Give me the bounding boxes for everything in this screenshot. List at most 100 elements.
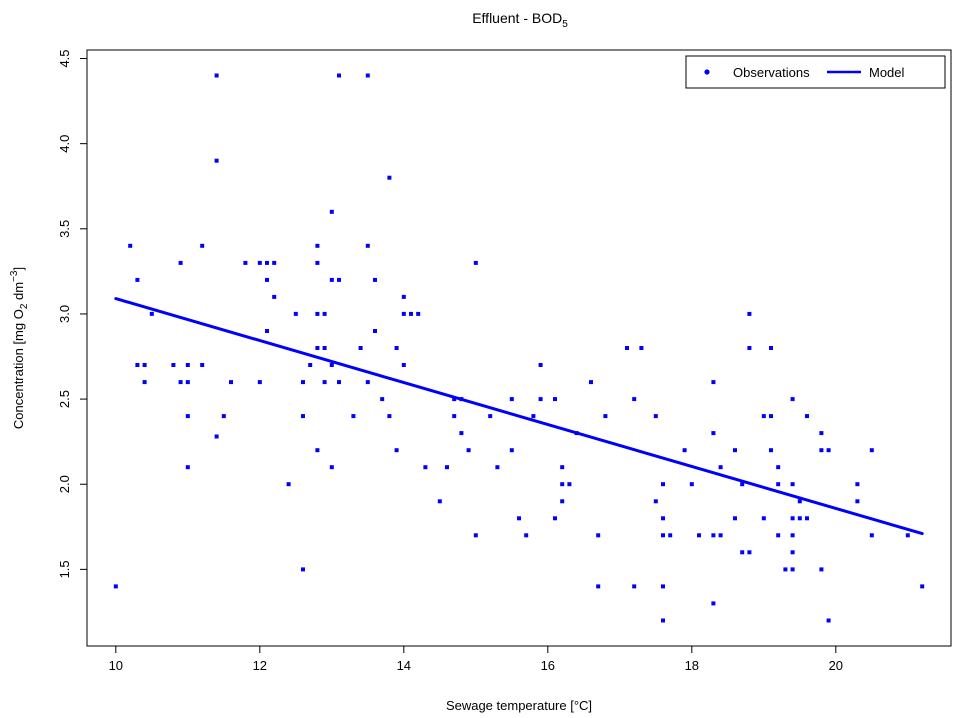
observation-point [286, 482, 291, 487]
observation-point [553, 397, 557, 402]
observation-point [711, 601, 716, 606]
observation-point [769, 448, 773, 453]
observation-point [351, 414, 356, 419]
observation-point [661, 584, 665, 589]
observation-point [452, 414, 457, 419]
observation-point [200, 363, 205, 367]
observation-point [574, 431, 579, 436]
observation-point [142, 380, 147, 385]
observation-point [315, 260, 320, 265]
observation-point [797, 499, 802, 504]
observation-point [596, 533, 601, 538]
observation-point [790, 567, 795, 572]
observation-point [459, 431, 464, 436]
observation-point [473, 260, 478, 265]
x-tick-label: 10 [109, 658, 123, 673]
observation-point [401, 294, 406, 299]
observation-point [416, 311, 421, 316]
observation-point [301, 567, 305, 572]
observation-point [365, 73, 370, 78]
observation-point [459, 397, 464, 402]
observation-point [826, 448, 831, 453]
model-layer [114, 297, 924, 536]
observation-point [265, 277, 269, 282]
legend-observations-marker [704, 69, 710, 75]
observation-point [272, 294, 277, 299]
observation-point [214, 158, 219, 163]
observation-point [682, 448, 687, 453]
observation-point [826, 618, 831, 623]
observation-point [301, 414, 305, 419]
observation-point [790, 516, 795, 521]
observation-point [761, 414, 766, 419]
observation-point [337, 73, 341, 78]
observation-point [214, 434, 219, 439]
observation-point [171, 363, 176, 367]
observation-point [394, 346, 399, 350]
observation-point [185, 363, 190, 367]
x-tick-label: 18 [685, 658, 699, 673]
y-tick-label: 1.5 [57, 560, 72, 578]
observation-points [113, 73, 925, 623]
x-axis: 10 12 14 16 18 20 [109, 645, 843, 673]
observation-point [632, 397, 637, 402]
observation-point [905, 533, 910, 538]
observation-point [272, 260, 277, 265]
observation-point [423, 465, 428, 470]
observation-point [639, 346, 644, 350]
y-axis-title-suffix: ] [11, 267, 26, 271]
observation-point [265, 260, 269, 265]
observation-point [747, 550, 752, 555]
observation-point [776, 465, 781, 470]
observation-point [337, 277, 341, 282]
observation-point [322, 311, 327, 316]
observation-point [315, 243, 320, 248]
observation-point [711, 533, 716, 538]
observation-point [142, 363, 147, 367]
chart-title-subscript: 5 [562, 19, 568, 30]
observation-point [718, 533, 723, 538]
observation-point [394, 448, 399, 453]
observation-point [531, 414, 536, 419]
observation-point [596, 584, 601, 589]
observation-point [329, 465, 334, 470]
observation-point [553, 516, 557, 521]
observation-point [769, 346, 773, 350]
observation-point [761, 516, 766, 521]
observation-point [380, 397, 385, 402]
y-tick-label: 4.0 [57, 135, 72, 153]
y-tick-label: 2.0 [57, 475, 72, 493]
observation-point [797, 516, 802, 521]
observation-point [819, 567, 824, 572]
y-tick-label: 2.5 [57, 390, 72, 408]
observation-point [322, 346, 327, 350]
observation-point [243, 260, 248, 265]
observation-point [567, 482, 572, 487]
observation-point [661, 533, 665, 538]
observation-point [560, 465, 565, 470]
observation-point [308, 363, 313, 367]
observation-point [229, 380, 233, 385]
observation-point [769, 414, 773, 419]
observation-point [113, 584, 118, 589]
observation-point [135, 363, 140, 367]
observation-point [524, 533, 529, 538]
observation-point [711, 380, 716, 385]
observation-point [221, 414, 226, 419]
observation-point [783, 567, 788, 572]
observation-point [358, 346, 363, 350]
observation-point [805, 414, 809, 419]
y-axis-title-prefix: Concentration [mg O [11, 309, 26, 429]
observation-point [517, 516, 521, 521]
observation-point [661, 482, 665, 487]
observation-point [329, 363, 334, 367]
observation-point [387, 175, 392, 180]
observation-point [452, 397, 457, 402]
observation-point [214, 73, 219, 78]
observation-point [740, 482, 745, 487]
legend-observations-label: Observations [733, 65, 810, 80]
observation-point [200, 243, 205, 248]
observation-point [185, 465, 190, 470]
y-tick-label: 4.5 [57, 49, 72, 67]
